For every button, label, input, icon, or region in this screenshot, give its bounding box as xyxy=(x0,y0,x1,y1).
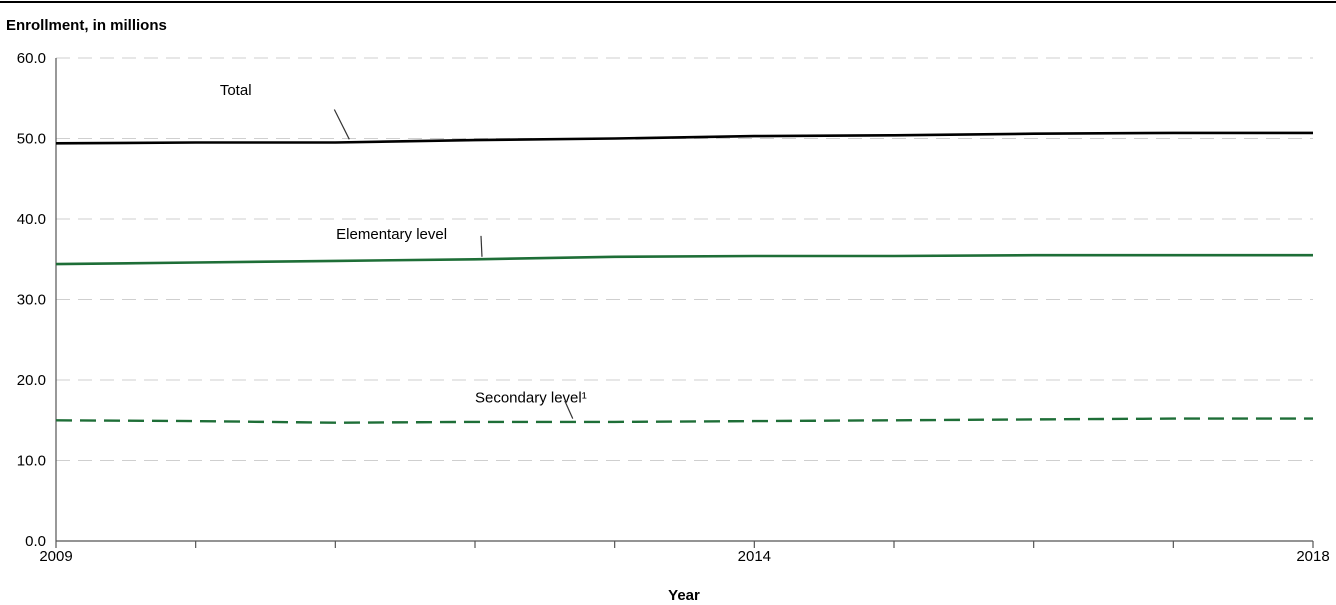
y-tick-label: 20.0 xyxy=(17,372,46,389)
series-label-total: Total xyxy=(220,82,252,99)
series-label-secondary-level: Secondary level¹ xyxy=(475,390,587,407)
y-axis-ticks: 0.0 10.0 20.0 30.0 40.0 50.0 60.0 xyxy=(17,50,46,550)
axes xyxy=(55,58,1313,542)
series-leader-line xyxy=(333,109,350,140)
y-tick-label: 30.0 xyxy=(17,292,46,309)
series-label-elementary-level: Elementary level xyxy=(336,226,447,243)
x-axis-title: Year xyxy=(668,587,700,604)
x-tick-label: 2014 xyxy=(738,548,771,565)
y-tick-label: 60.0 xyxy=(17,50,46,67)
series-labels: Total Elementary level Secondary level¹ xyxy=(220,82,587,419)
series-line-total xyxy=(55,131,1313,145)
y-tick-label: 0.0 xyxy=(25,533,46,550)
series-line-elementary-level xyxy=(55,253,1313,266)
gridlines xyxy=(56,57,1313,461)
series-leader-line xyxy=(480,235,483,257)
x-axis-ticks: 2009 2014 2018 xyxy=(39,541,1330,565)
y-tick-label: 50.0 xyxy=(17,131,46,148)
y-tick-label: 10.0 xyxy=(17,453,46,470)
series-leader-line xyxy=(564,400,574,419)
x-tick-label: 2018 xyxy=(1296,548,1329,565)
y-axis-title: Enrollment, in millions xyxy=(6,17,167,34)
series-line-secondary-level xyxy=(55,417,1313,424)
y-tick-label: 40.0 xyxy=(17,211,46,228)
series-lines xyxy=(55,131,1313,424)
x-tick-label: 2009 xyxy=(39,548,72,565)
